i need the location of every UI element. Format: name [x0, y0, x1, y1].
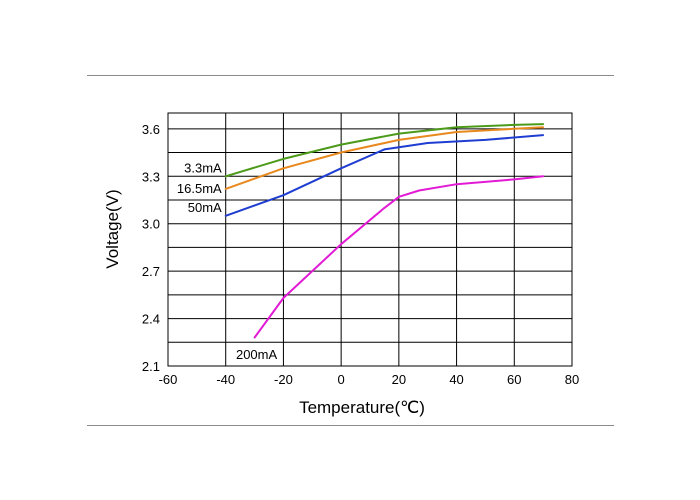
x-tick-label: -40: [216, 372, 235, 387]
x-tick-label: 0: [338, 372, 345, 387]
y-tick-label: 2.1: [142, 359, 160, 374]
series-line-3.3mA: [224, 123, 545, 178]
y-tick-label: 3.0: [142, 217, 160, 232]
series-label: 16.5mA: [177, 181, 222, 196]
x-tick-label: -20: [274, 372, 293, 387]
y-tick-label: 3.3: [142, 169, 160, 184]
y-tick-label: 2.7: [142, 264, 160, 279]
y-tick-label: 3.6: [142, 122, 160, 137]
plot-series: [224, 123, 545, 339]
x-axis-label: Temperature(℃): [299, 398, 425, 417]
y-axis-label: Voltage(V): [103, 189, 122, 268]
x-tick-label: 40: [449, 372, 463, 387]
x-tick-label: 80: [565, 372, 579, 387]
y-tick-label: 2.4: [142, 312, 160, 327]
plot-frame: [167, 112, 573, 367]
series-label: 50mA: [188, 200, 222, 215]
series-label: 200mA: [236, 347, 278, 362]
plot-grid: -60 -40 -20 0 20 40 60 80 2.1 2.4 2.7 3.0 3.3 3.6: [142, 112, 579, 387]
top-rule: [87, 75, 614, 76]
series-line-50mA: [224, 134, 545, 217]
plot-labels: 3.3mA 16.5mA 50mA 200mA: [177, 160, 278, 362]
x-tick-label: -60: [159, 372, 178, 387]
series-label: 3.3mA: [184, 160, 222, 175]
x-tick-label: 20: [392, 372, 406, 387]
series-line-200mA: [253, 175, 545, 339]
x-tick-label: 60: [507, 372, 521, 387]
bottom-rule: [87, 425, 614, 426]
series-line-16.5mA: [224, 126, 545, 190]
